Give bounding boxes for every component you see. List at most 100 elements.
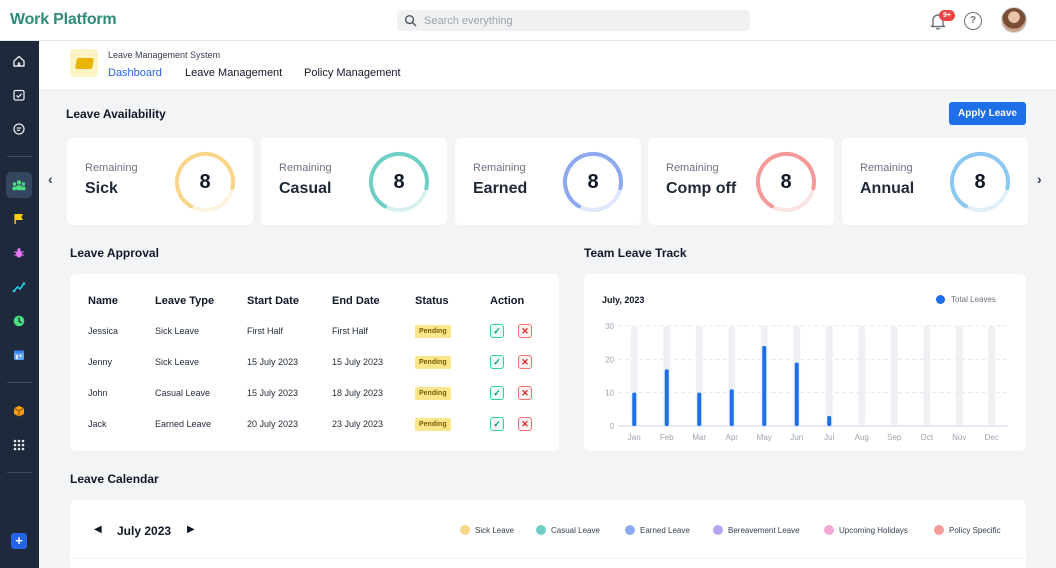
- leave-card-casual[interactable]: Remaining Casual 8: [261, 138, 447, 225]
- cell-name: Jessica: [88, 326, 119, 336]
- leave-calendar-panel: [70, 500, 1026, 568]
- leave-approval-panel: [70, 274, 559, 451]
- team-leave-chart: 0 10 20 30 Jan Feb Mar Apr May Jun Jul Aug Sep Oct Nov…: [605, 322, 1008, 442]
- x-tick-label: Apr: [726, 433, 739, 442]
- sidebar-item-time[interactable]: [6, 308, 32, 334]
- bar-track: [858, 326, 866, 426]
- leave-card-comp-off[interactable]: Remaining Comp off 8: [648, 138, 834, 225]
- bar-jun: [794, 362, 799, 426]
- reject-button[interactable]: ✕: [518, 417, 532, 431]
- x-tick-label: Aug: [855, 433, 869, 442]
- calendar-prev-button[interactable]: ◀: [94, 524, 102, 535]
- sidebar: +: [0, 41, 39, 568]
- legend-color-dot: [824, 525, 834, 535]
- card-label: Remaining: [279, 162, 332, 174]
- card-label: Remaining: [860, 162, 913, 174]
- card-progress-ring: [950, 151, 1010, 212]
- bar-apr: [729, 389, 734, 426]
- cell-start-date: First Half: [247, 326, 283, 336]
- box-icon: [13, 405, 25, 417]
- cell-leave-type: Sick Leave: [155, 357, 200, 367]
- chart-legend-label: Total Leaves: [951, 295, 996, 304]
- bar-track: [825, 326, 833, 426]
- sidebar-item-chat[interactable]: [6, 116, 32, 142]
- card-remaining-count: 8: [587, 171, 599, 193]
- card-label: Remaining: [666, 162, 719, 174]
- leave-card-annual[interactable]: Remaining Annual 8: [842, 138, 1028, 225]
- x-tick-label: Jul: [824, 433, 834, 442]
- tab-dashboard[interactable]: Dashboard: [108, 67, 162, 79]
- sidebar-item-inventory[interactable]: [6, 398, 32, 424]
- tab-policy-management[interactable]: Policy Management: [304, 67, 401, 79]
- sidebar-item-analytics[interactable]: [6, 274, 32, 300]
- y-tick-label: 10: [605, 389, 614, 398]
- card-progress-ring: [368, 151, 429, 212]
- avatar[interactable]: [1001, 7, 1027, 33]
- reject-button[interactable]: ✕: [518, 324, 532, 338]
- sidebar-item-bugs[interactable]: [6, 240, 32, 266]
- approve-button[interactable]: ✓: [490, 417, 504, 431]
- apps-grid-icon: [13, 439, 25, 451]
- column-header-start-date: Start Date: [247, 295, 299, 307]
- sidebar-item-tasks[interactable]: [6, 82, 32, 108]
- top-bar: Work Platform 9+ ?: [0, 0, 1056, 41]
- legend-color-dot: [625, 525, 635, 535]
- calendar-grid-line: [70, 558, 1026, 559]
- module-name: Leave Management System: [108, 50, 221, 60]
- approve-button[interactable]: ✓: [490, 355, 504, 369]
- column-header-end-date: End Date: [332, 295, 380, 307]
- bar-track: [955, 326, 963, 426]
- sidebar-item-calendar[interactable]: [6, 342, 32, 368]
- team-icon: [12, 180, 26, 191]
- sidebar-item-apps[interactable]: [6, 432, 32, 458]
- reject-button[interactable]: ✕: [518, 386, 532, 400]
- bar-mar: [697, 392, 702, 426]
- legend-label: Earned Leave: [640, 526, 690, 535]
- apply-leave-button[interactable]: Apply Leave: [949, 102, 1026, 125]
- legend-label: Sick Leave: [475, 526, 515, 535]
- search-input[interactable]: [424, 10, 744, 31]
- leave-card-sick[interactable]: Remaining Sick 8: [67, 138, 253, 225]
- search-icon: [404, 14, 417, 27]
- calendar-month-label: July 2023: [117, 524, 172, 538]
- card-remaining-count: 8: [974, 171, 986, 193]
- cell-leave-type: Sick Leave: [155, 326, 200, 336]
- bar-may: [762, 346, 767, 426]
- search-box[interactable]: [397, 10, 750, 31]
- approve-button[interactable]: ✓: [490, 386, 504, 400]
- app-logo[interactable]: Work Platform: [10, 11, 117, 28]
- sidebar-item-team[interactable]: [6, 172, 32, 198]
- calendar-next-button[interactable]: ▶: [187, 524, 195, 535]
- x-tick-label: Oct: [921, 433, 934, 442]
- leave-availability-title: Leave Availability: [66, 107, 166, 121]
- x-tick-label: Feb: [660, 433, 674, 442]
- add-button[interactable]: +: [11, 533, 27, 549]
- trend-icon: [12, 282, 26, 293]
- leave-card-earned[interactable]: Remaining Earned 8: [455, 138, 641, 225]
- card-leave-type: Earned: [473, 180, 528, 197]
- card-progress-ring: [563, 151, 623, 212]
- calendar-check-icon: [13, 89, 25, 101]
- approve-button[interactable]: ✓: [490, 324, 504, 338]
- card-leave-type: Casual: [279, 180, 332, 197]
- cards-next-button[interactable]: ›: [1037, 171, 1042, 187]
- card-remaining-count: 8: [780, 171, 792, 193]
- clock-icon: [13, 315, 25, 327]
- sidebar-item-home[interactable]: [6, 48, 32, 74]
- sidebar-item-flag[interactable]: [6, 206, 32, 232]
- bar-track: [923, 326, 931, 426]
- folder-icon: [70, 49, 98, 77]
- cell-leave-type: Earned Leave: [155, 419, 212, 429]
- help-icon[interactable]: ?: [964, 12, 982, 30]
- cell-start-date: 15 July 2023: [247, 357, 299, 367]
- tab-leave-management[interactable]: Leave Management: [185, 67, 283, 79]
- cell-leave-type: Casual Leave: [155, 388, 211, 398]
- x-tick-label: Mar: [692, 433, 706, 442]
- column-header-action: Action: [490, 295, 525, 307]
- cards-prev-button[interactable]: ‹: [48, 171, 53, 187]
- status-badge: Pending: [415, 418, 451, 431]
- team-leave-track-panel: [584, 274, 1026, 451]
- reject-button[interactable]: ✕: [518, 355, 532, 369]
- card-remaining-count: 8: [199, 171, 211, 193]
- y-tick-label: 30: [605, 322, 614, 331]
